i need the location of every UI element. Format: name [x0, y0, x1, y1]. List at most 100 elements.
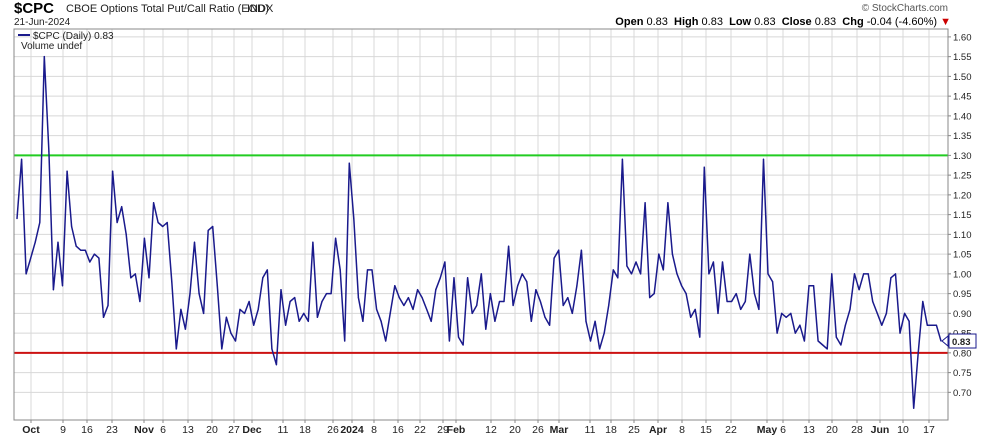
x-tick-label: 20 [206, 424, 218, 436]
data-point [75, 245, 77, 247]
x-tick-label: 16 [81, 424, 93, 436]
data-point [649, 296, 651, 299]
data-point [767, 273, 769, 275]
data-point [212, 225, 214, 228]
data-point [57, 241, 59, 243]
data-point [744, 300, 746, 303]
x-tick-label: Oct [22, 424, 40, 436]
x-tick-label: 22 [414, 424, 426, 436]
data-point [162, 225, 164, 228]
data-point [98, 257, 100, 259]
data-point [831, 273, 833, 275]
data-point [225, 316, 227, 318]
data-point [471, 312, 473, 314]
x-axis: Oct 9 16 23 Nov 6 13 20 27 Dec 11 18 26 2024 8 16 22 29Fe… [22, 420, 935, 436]
data-point [316, 316, 319, 318]
data-point [621, 158, 623, 160]
data-point [603, 332, 605, 334]
data-point [539, 300, 542, 303]
y-tick-label: 0.80 [953, 348, 972, 359]
low-label: Low [729, 16, 752, 28]
data-point [544, 316, 546, 318]
data-point [30, 257, 32, 259]
x-tick-label: Nov [134, 424, 154, 436]
data-point [230, 332, 232, 334]
data-point [576, 285, 578, 287]
data-point [166, 221, 168, 224]
data-point [863, 273, 865, 275]
x-tick-label: May [757, 424, 778, 436]
data-point [294, 296, 296, 299]
data-point [785, 316, 787, 318]
data-point [799, 324, 801, 326]
data-point [526, 281, 528, 283]
data-point [653, 293, 655, 295]
y-tick-label: 1.15 [953, 210, 972, 221]
data-point [667, 202, 669, 204]
data-point [93, 253, 95, 255]
data-point [890, 277, 892, 279]
x-tick-label: 17 [923, 424, 935, 436]
data-point [703, 166, 705, 168]
x-tick-label: 23 [106, 424, 118, 436]
data-point [107, 304, 109, 307]
data-point [721, 261, 724, 263]
data-point [690, 316, 692, 318]
data-point [594, 320, 596, 322]
data-point [448, 340, 451, 342]
data-point [858, 289, 860, 291]
data-point [444, 261, 446, 263]
y-tick-label: 1.45 [953, 92, 972, 103]
data-point [89, 261, 91, 263]
series-line [16, 55, 942, 409]
y-tick-label: 1.20 [953, 190, 972, 201]
data-point [835, 336, 837, 338]
data-point [48, 150, 50, 153]
data-point [312, 241, 314, 243]
open-value: 0.83 [646, 16, 668, 28]
data-point [512, 304, 514, 307]
data-point [726, 300, 728, 303]
data-point [239, 308, 241, 311]
data-point [80, 249, 82, 251]
data-point [494, 320, 496, 322]
x-tick-label: 20 [826, 424, 838, 436]
data-point [421, 296, 423, 299]
data-point [339, 269, 341, 271]
data-point [712, 261, 715, 263]
data-point [853, 273, 856, 275]
data-point [84, 249, 86, 251]
data-point [480, 273, 482, 275]
data-point [371, 269, 373, 271]
data-point [435, 289, 437, 291]
x-tick-label: Dec [242, 424, 261, 436]
data-point [430, 320, 432, 322]
y-tick-label: 1.50 [953, 72, 972, 83]
data-point [307, 320, 309, 322]
data-point [840, 344, 842, 346]
data-point [467, 277, 469, 279]
x-tick-label: 8 [679, 424, 685, 436]
exchange: INDX [247, 3, 274, 15]
data-point [826, 348, 828, 350]
data-point [152, 202, 155, 204]
x-tick-label: 18 [605, 424, 617, 436]
data-point [781, 312, 783, 314]
data-point [699, 336, 701, 338]
data-point [822, 344, 824, 346]
last-value-box [948, 333, 977, 349]
data-point [694, 308, 696, 311]
x-tick-label: 11 [585, 424, 596, 436]
data-point [130, 277, 132, 279]
data-point [680, 285, 683, 287]
y-tick-label: 1.30 [953, 151, 972, 162]
data-point [740, 308, 742, 311]
data-point [25, 273, 27, 275]
data-point [275, 364, 278, 366]
data-point [562, 304, 564, 307]
x-tick-label: 26 [532, 424, 544, 436]
data-point [535, 289, 537, 291]
chart-header: $CPC CBOE Options Total Put/Call Ratio (… [0, 0, 990, 28]
data-point [34, 241, 36, 243]
